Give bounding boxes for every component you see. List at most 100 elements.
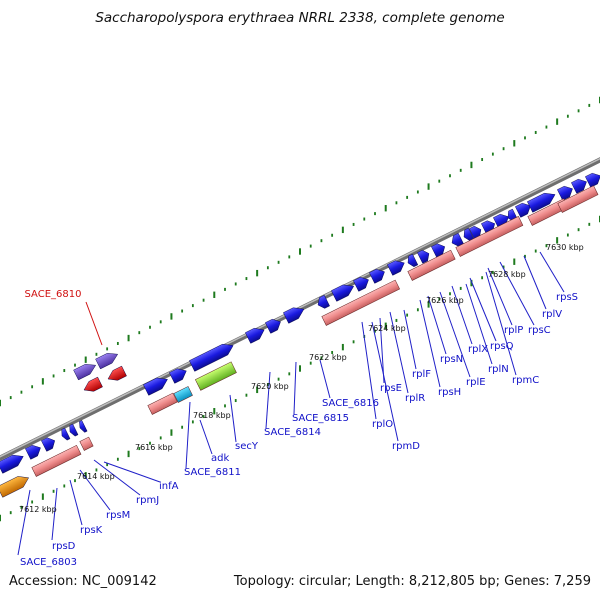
scale-label: 7622 kbp xyxy=(309,353,347,362)
forward-cds xyxy=(283,307,305,324)
gene-adk-box xyxy=(173,386,193,403)
forward-cds xyxy=(353,276,369,292)
scale-label: 7620 kbp xyxy=(251,382,289,391)
leader-line xyxy=(371,321,399,442)
scale-label: 7612 kbp xyxy=(19,505,57,514)
leader-line xyxy=(79,469,111,511)
leader-line xyxy=(389,311,409,394)
leader-line xyxy=(379,317,385,384)
gene-label: rpsH xyxy=(438,387,461,398)
scale-label: 7614 kbp xyxy=(77,472,115,481)
gene-label: rplE xyxy=(466,377,486,388)
forward-cds xyxy=(557,185,573,201)
leader-line xyxy=(419,299,441,388)
gene-label: secY xyxy=(235,441,259,452)
inner-tick-ring xyxy=(0,215,600,522)
feature-track xyxy=(0,172,600,498)
outer-tick-ring xyxy=(0,96,600,407)
forward-cds xyxy=(369,268,385,284)
forward-cds xyxy=(407,253,419,268)
leader-line xyxy=(69,479,83,526)
scale-label: 7624 kbp xyxy=(368,324,406,333)
scale-label: 7630 kbp xyxy=(546,243,584,252)
forward-cds xyxy=(515,202,531,218)
scale-labels: 7612 kbp 7614 kbp 7616 kbp 7618 kbp 7620 kbp… xyxy=(19,243,584,514)
forward-cds xyxy=(331,284,355,302)
leader-line xyxy=(469,277,497,342)
scale-label: 7616 kbp xyxy=(135,443,173,452)
accession-text: Accession: NC_009142 xyxy=(9,574,157,589)
leader-line xyxy=(539,251,565,293)
reverse-cds xyxy=(557,185,599,213)
gene-label: SACE_6816 xyxy=(322,398,379,409)
reverse-cds xyxy=(455,216,524,257)
reverse-cds xyxy=(407,249,456,281)
reverse-cds xyxy=(31,444,82,477)
gene-label: rplP xyxy=(504,325,523,336)
gene-label: adk xyxy=(211,453,229,464)
gene-label: rpsE xyxy=(380,383,402,394)
gene-secY-box xyxy=(194,361,237,391)
forward-cds xyxy=(69,423,79,437)
rrna-feature xyxy=(95,353,119,370)
label-leader-lines xyxy=(17,251,565,556)
forward-cds xyxy=(469,225,482,240)
forward-cds xyxy=(317,294,330,309)
forward-cds xyxy=(585,172,600,188)
map-title: Saccharopolyspora erythraea NRRL 2338, c… xyxy=(95,10,504,26)
reverse-cds xyxy=(79,436,94,451)
reverse-cds xyxy=(147,392,178,415)
leader-line xyxy=(485,271,517,376)
reverse-cds xyxy=(321,279,400,326)
leader-line xyxy=(103,461,161,483)
gene-label: rplN xyxy=(488,364,509,375)
gene-label: rpsC xyxy=(528,325,551,336)
leader-line xyxy=(499,261,535,326)
gene-label: rplO xyxy=(372,419,393,430)
leader-line xyxy=(427,295,447,355)
forward-cds xyxy=(417,249,430,264)
forward-cds xyxy=(41,437,55,452)
leader-line xyxy=(451,285,473,345)
leader-line xyxy=(523,255,547,310)
gene-label: SACE_6814 xyxy=(264,427,321,438)
orange-cds xyxy=(0,476,29,498)
forward-cds xyxy=(0,454,24,474)
leader-line-highlight xyxy=(85,301,103,346)
forward-cds xyxy=(245,328,265,344)
highlight-feature xyxy=(83,376,103,392)
forward-cds xyxy=(25,444,41,460)
gene-label: rpsD xyxy=(52,541,76,552)
highlight-feature xyxy=(107,365,127,381)
leader-line xyxy=(293,361,297,415)
leader-line xyxy=(361,321,377,420)
forward-cds xyxy=(571,178,587,194)
gene-label: rplR xyxy=(405,393,425,404)
gene-label: SACE_6811 xyxy=(184,467,241,478)
gene-label: rpsQ xyxy=(490,341,514,352)
leader-line xyxy=(487,267,513,326)
forward-cds xyxy=(265,318,281,334)
scale-label: 7618 kbp xyxy=(193,411,231,420)
leader-line xyxy=(199,419,213,455)
forward-cds xyxy=(79,420,88,433)
gene-label: rpsN xyxy=(440,354,463,365)
leader-line xyxy=(51,487,58,541)
gene-label: rplF xyxy=(412,369,431,380)
leader-line xyxy=(439,291,471,378)
forward-cds xyxy=(189,343,234,372)
leader-line xyxy=(17,489,31,556)
highlight-gene-label: SACE_6810 xyxy=(25,289,82,300)
leader-line xyxy=(93,459,141,496)
leader-line xyxy=(403,309,417,370)
scale-label: 7628 kbp xyxy=(488,270,526,279)
forward-cds xyxy=(387,260,405,276)
leader-line xyxy=(465,283,493,365)
forward-cds xyxy=(431,243,445,258)
gene-label: infA xyxy=(159,481,179,492)
forward-cds xyxy=(143,377,168,396)
gene-label: SACE_6815 xyxy=(292,413,349,424)
gene-label: rplX xyxy=(468,344,488,355)
